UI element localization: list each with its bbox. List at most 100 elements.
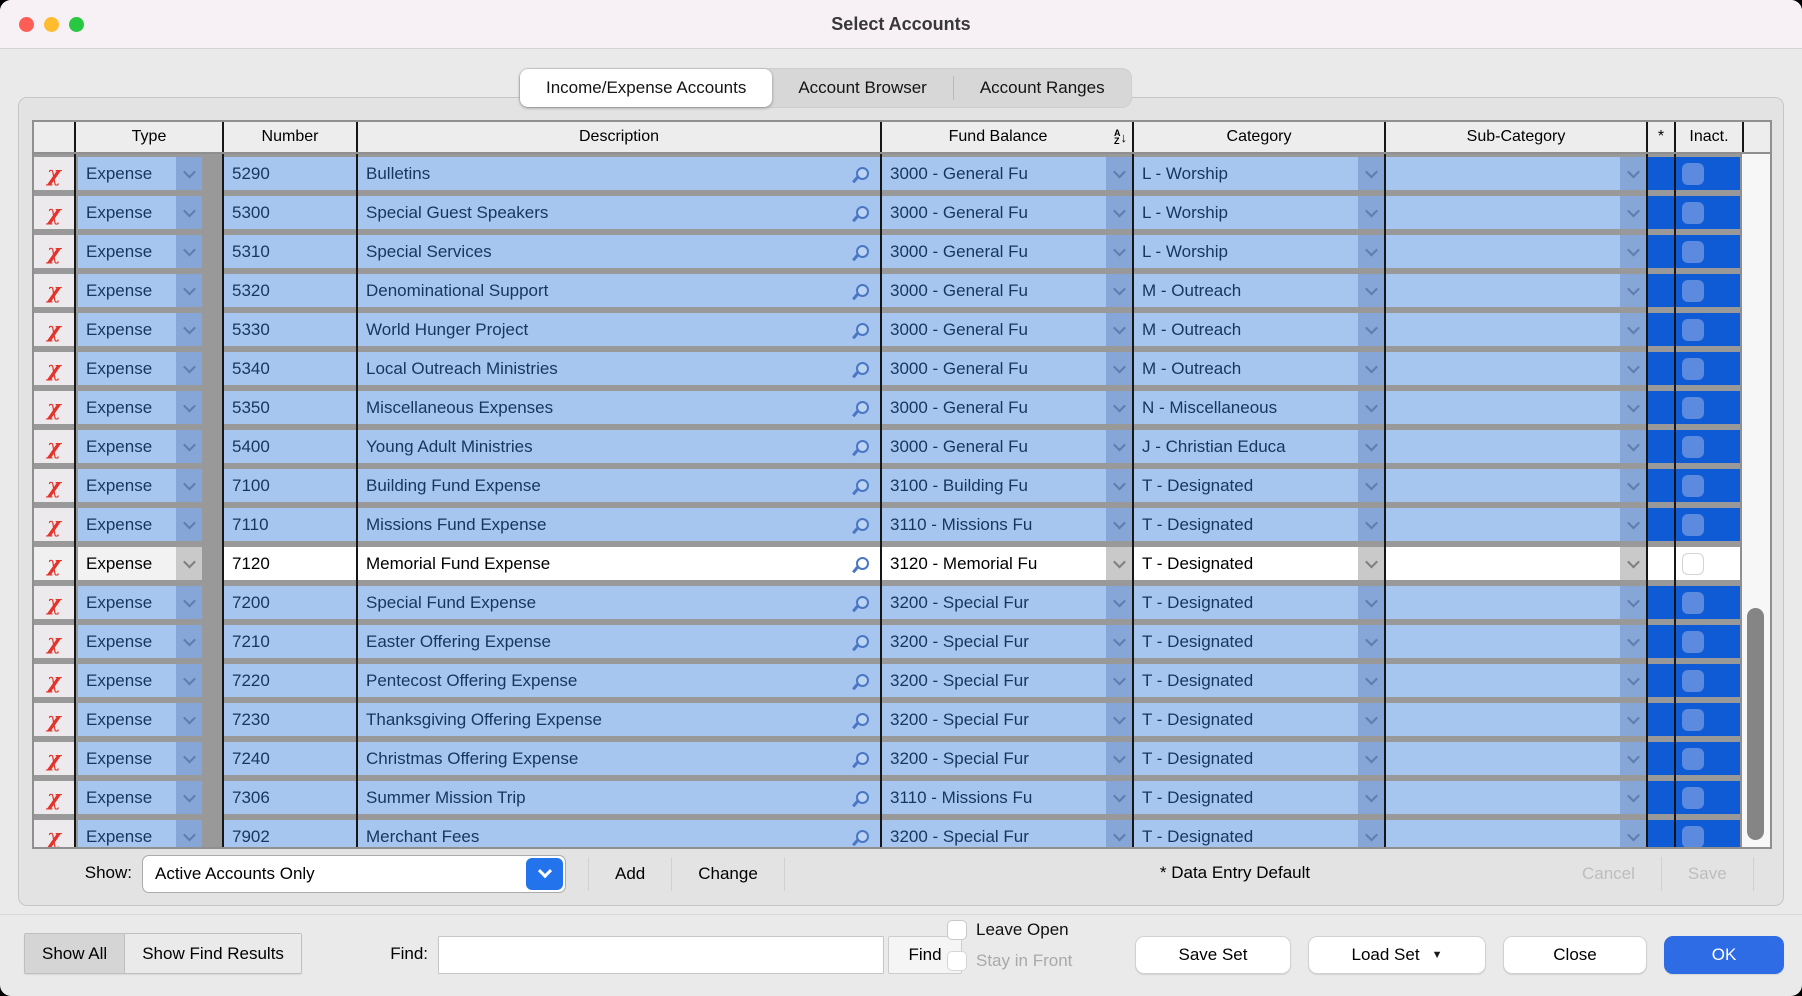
number-field[interactable]: 5300 [224,196,356,229]
delete-row-icon[interactable]: χ [47,824,61,847]
header-inactive[interactable]: Inact. [1676,122,1744,152]
fund-balance-dropdown[interactable]: 3000 - General Fu [882,274,1132,307]
category-dropdown-button[interactable] [1358,235,1384,268]
number-field[interactable]: 5340 [224,352,356,385]
description-field[interactable]: Miscellaneous Expenses [358,391,880,424]
fund-dropdown-button[interactable] [1106,703,1132,736]
delete-row-icon[interactable]: χ [47,473,61,498]
data-entry-default-cell[interactable] [1648,661,1676,700]
category-dropdown-button[interactable] [1358,703,1384,736]
number-field[interactable]: 5320 [224,274,356,307]
type-dropdown-button[interactable] [176,235,202,268]
description-search-button[interactable] [844,625,880,658]
description-search-button[interactable] [844,781,880,814]
show-find-results-button[interactable]: Show Find Results [125,934,301,973]
inactive-checkbox[interactable] [1682,162,1704,185]
type-dropdown[interactable]: Expense [78,313,202,346]
category-dropdown-button[interactable] [1358,469,1384,502]
header-type[interactable]: Type [76,122,224,152]
type-dropdown-button[interactable] [176,274,202,307]
number-field[interactable]: 7100 [224,469,356,502]
delete-row-icon[interactable]: χ [47,629,61,654]
delete-row-icon[interactable]: χ [47,590,61,615]
inactive-checkbox[interactable] [1682,435,1704,458]
description-search-button[interactable] [844,820,880,847]
sub-category-dropdown-button[interactable] [1620,157,1646,190]
save-set-button[interactable]: Save Set [1135,936,1291,974]
description-search-button[interactable] [844,196,880,229]
description-field[interactable]: Special Services [358,235,880,268]
inactive-checkbox[interactable] [1682,318,1704,341]
description-search-button[interactable] [844,313,880,346]
category-dropdown-button[interactable] [1358,742,1384,775]
sub-category-dropdown[interactable] [1386,547,1646,580]
sub-category-dropdown[interactable] [1386,391,1646,424]
sub-category-dropdown-button[interactable] [1620,196,1646,229]
category-dropdown-button[interactable] [1358,508,1384,541]
fund-dropdown-button[interactable] [1106,820,1132,847]
tab-account-browser[interactable]: Account Browser [772,69,953,107]
category-dropdown[interactable]: T - Designated [1134,781,1384,814]
category-dropdown-button[interactable] [1358,313,1384,346]
fund-balance-dropdown[interactable]: 3110 - Missions Fu [882,781,1132,814]
number-field[interactable]: 7120 [224,547,356,580]
category-dropdown-button[interactable] [1358,586,1384,619]
data-entry-default-cell[interactable] [1648,310,1676,349]
description-field[interactable]: Special Fund Expense [358,586,880,619]
number-field[interactable]: 7200 [224,586,356,619]
fund-balance-dropdown[interactable]: 3000 - General Fu [882,235,1132,268]
description-search-button[interactable] [844,586,880,619]
type-dropdown-button[interactable] [176,586,202,619]
add-button[interactable]: Add [615,864,646,883]
category-dropdown-button[interactable] [1358,625,1384,658]
delete-row-icon[interactable]: χ [47,239,61,264]
description-field[interactable]: Thanksgiving Offering Expense [358,703,880,736]
inactive-checkbox[interactable] [1682,357,1704,380]
category-dropdown-button[interactable] [1358,820,1384,847]
category-dropdown[interactable]: L - Worship [1134,157,1384,190]
type-dropdown-button[interactable] [176,820,202,847]
data-entry-default-cell[interactable] [1648,349,1676,388]
description-field[interactable]: World Hunger Project [358,313,880,346]
fund-balance-dropdown[interactable]: 3110 - Missions Fu [882,508,1132,541]
sub-category-dropdown[interactable] [1386,430,1646,463]
inactive-checkbox[interactable] [1682,201,1704,224]
inactive-checkbox[interactable] [1682,474,1704,497]
description-field[interactable]: Bulletins [358,157,880,190]
category-dropdown[interactable]: J - Christian Educa [1134,430,1384,463]
fund-balance-dropdown[interactable]: 3000 - General Fu [882,391,1132,424]
leave-open-checkbox[interactable] [947,920,967,940]
data-entry-default-cell[interactable] [1648,700,1676,739]
inactive-checkbox[interactable] [1682,708,1704,731]
category-dropdown[interactable]: T - Designated [1134,586,1384,619]
data-entry-default-cell[interactable] [1648,544,1676,583]
description-field[interactable]: Memorial Fund Expense [358,547,880,580]
type-dropdown[interactable]: Expense [78,508,202,541]
category-dropdown-button[interactable] [1358,391,1384,424]
sub-category-dropdown-button[interactable] [1620,703,1646,736]
category-dropdown[interactable]: T - Designated [1134,508,1384,541]
description-search-button[interactable] [844,352,880,385]
description-field[interactable]: Denominational Support [358,274,880,307]
sub-category-dropdown[interactable] [1386,313,1646,346]
sub-category-dropdown-button[interactable] [1620,430,1646,463]
fund-balance-dropdown[interactable]: 3000 - General Fu [882,196,1132,229]
type-dropdown[interactable]: Expense [78,157,202,190]
load-set-button[interactable]: Load Set ▼ [1308,936,1486,974]
fund-dropdown-button[interactable] [1106,547,1132,580]
delete-row-icon[interactable]: χ [47,434,61,459]
number-field[interactable]: 7306 [224,781,356,814]
type-dropdown[interactable]: Expense [78,196,202,229]
sub-category-dropdown[interactable] [1386,742,1646,775]
category-dropdown-button[interactable] [1358,664,1384,697]
fund-balance-dropdown[interactable]: 3000 - General Fu [882,430,1132,463]
data-entry-default-cell[interactable] [1648,193,1676,232]
fund-dropdown-button[interactable] [1106,235,1132,268]
description-search-button[interactable] [844,508,880,541]
category-dropdown[interactable]: T - Designated [1134,469,1384,502]
close-window-icon[interactable] [19,17,34,32]
delete-row-icon[interactable]: χ [47,785,61,810]
data-entry-default-cell[interactable] [1648,778,1676,817]
fund-balance-dropdown[interactable]: 3000 - General Fu [882,313,1132,346]
